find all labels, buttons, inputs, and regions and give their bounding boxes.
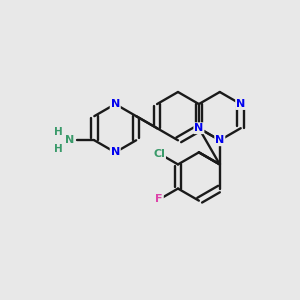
Text: N: N [111,99,120,109]
Text: N: N [236,99,245,109]
Text: H: H [54,127,62,137]
Text: F: F [155,194,163,204]
Text: N: N [65,135,74,145]
Text: N: N [215,135,224,145]
Text: N: N [194,123,203,133]
Text: H: H [54,143,62,154]
Text: N: N [111,147,120,158]
Text: Cl: Cl [153,148,165,159]
